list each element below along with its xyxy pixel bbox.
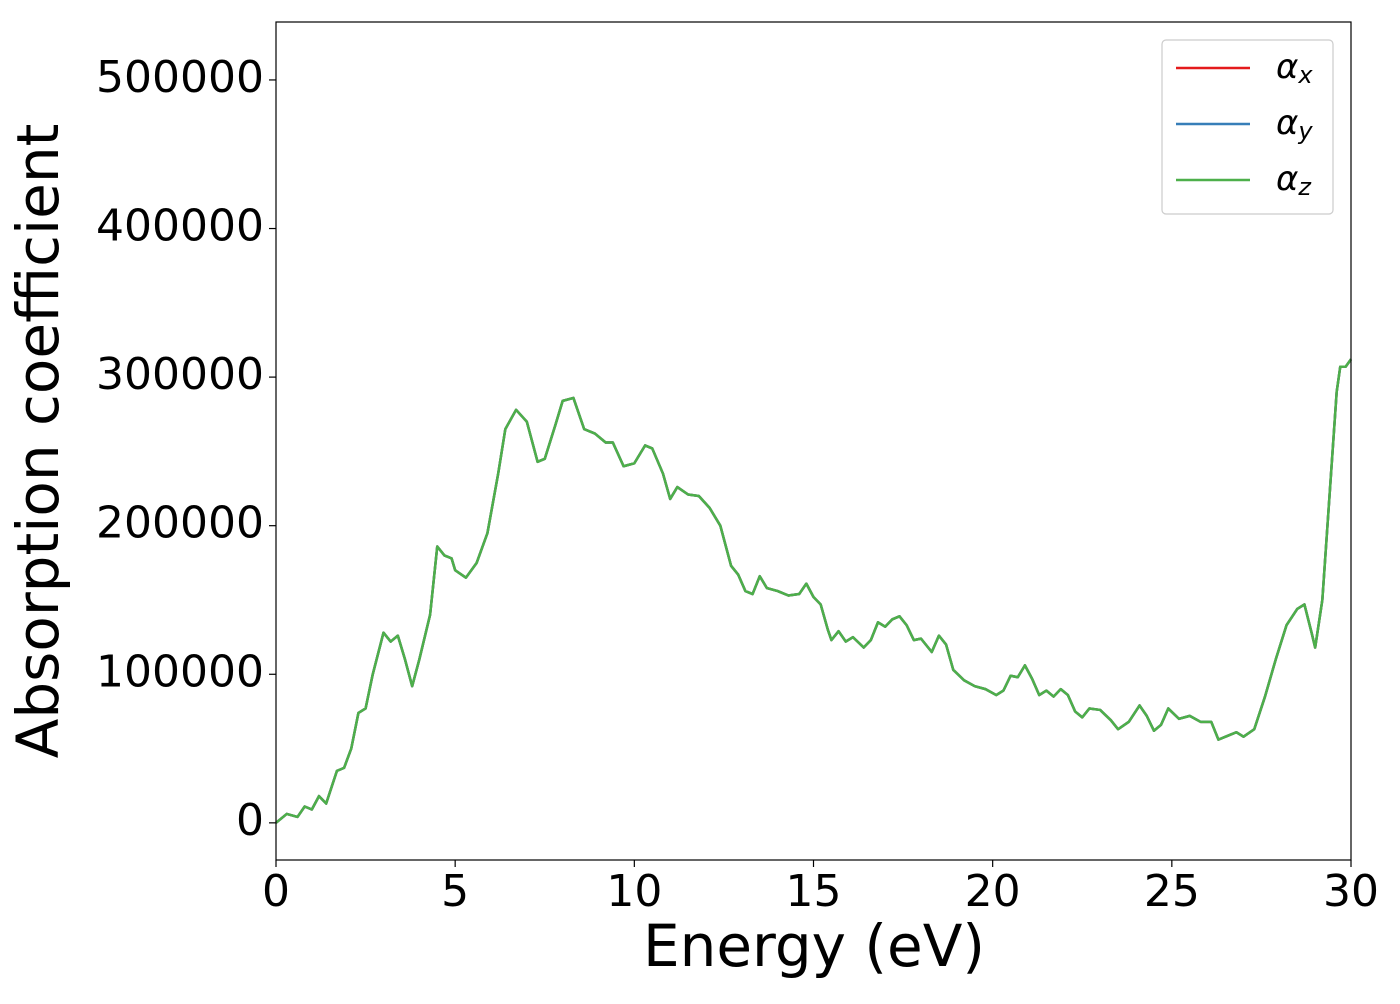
x-tick-label: 20	[965, 866, 1021, 917]
y-tick-label: 200000	[96, 498, 264, 549]
y-tick-label: 300000	[96, 349, 264, 400]
y-axis-label: Absorption coefficient	[4, 124, 72, 759]
y-tick-label: 500000	[96, 52, 264, 103]
y-tick-label: 400000	[96, 201, 264, 252]
series-line	[275, 358, 1353, 824]
plot-frame	[275, 21, 1352, 861]
y-tick-label: 100000	[96, 646, 264, 697]
legend-label: αx	[1276, 47, 1313, 90]
legend: αx αy αz	[1161, 39, 1334, 215]
x-tick-label: 30	[1323, 866, 1379, 917]
x-axis-label: Energy (eV)	[643, 912, 985, 980]
x-tick-label: 25	[1144, 866, 1200, 917]
legend-label: αy	[1276, 103, 1313, 146]
series-line	[275, 358, 1353, 824]
y-tick-label: 0	[236, 795, 264, 846]
legend-label: αz	[1276, 159, 1312, 202]
legend-box	[1161, 39, 1334, 215]
x-tick-label: 5	[441, 866, 469, 917]
x-tick-label: 15	[786, 866, 842, 917]
x-tick-label: 10	[606, 866, 662, 917]
series-line	[275, 358, 1353, 824]
x-tick-label: 0	[262, 866, 290, 917]
